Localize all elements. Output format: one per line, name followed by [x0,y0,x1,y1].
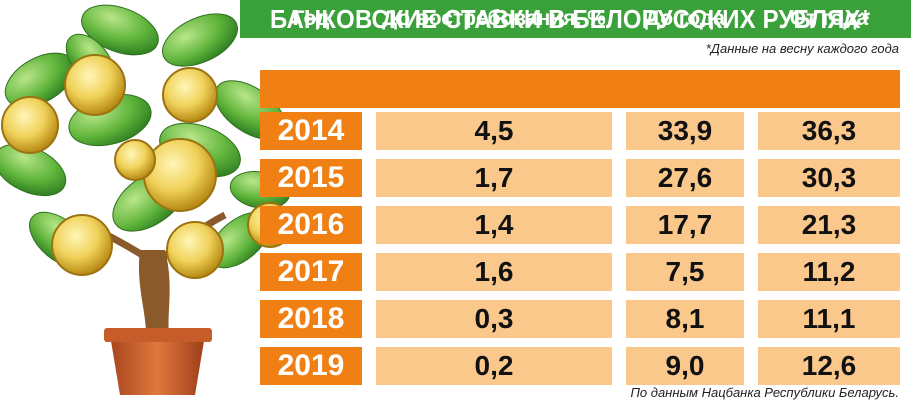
cell-up-to-year: 7,5 [626,253,744,291]
cell-demand: 0,2 [376,347,612,385]
cell-over-year: 11,2 [758,253,900,291]
cell-demand: 0,3 [376,300,612,338]
cell-up-to-year: 27,6 [626,159,744,197]
row-year: 2016 [260,206,362,244]
column-header-up-to-year: До года [645,7,725,30]
row-year: 2014 [260,112,362,150]
row-year: 2018 [260,300,362,338]
title-bar [240,0,911,38]
cell-over-year: 36,3 [758,112,900,150]
cell-over-year: 12,6 [758,347,900,385]
column-header-demand: До востребования, % [382,7,606,30]
cell-demand: 1,6 [376,253,612,291]
money-tree-illustration [0,4,293,395]
cell-up-to-year: 33,9 [626,112,744,150]
cell-up-to-year: 17,7 [626,206,744,244]
footnote: *Данные на весну каждого года [705,41,899,56]
cell-demand: 1,4 [376,206,612,244]
chart-title: БАНКОВСКИЕ СТАВКИ В БЕЛОРУССКИХ РУБЛЯХ* [270,4,871,34]
column-header-over-year: От года [789,7,869,30]
row-year: 2017 [260,253,362,291]
cell-over-year: 30,3 [758,159,900,197]
table-header [260,70,900,108]
cell-up-to-year: 9,0 [626,347,744,385]
row-year: 2019 [260,347,362,385]
column-header-year: Год [292,7,330,30]
cell-up-to-year: 8,1 [626,300,744,338]
cell-demand: 4,5 [376,112,612,150]
source-note: По данным Нацбанка Республики Беларусь. [630,385,900,400]
cell-over-year: 11,1 [758,300,900,338]
cell-demand: 1,7 [376,159,612,197]
cell-over-year: 21,3 [758,206,900,244]
row-year: 2015 [260,159,362,197]
